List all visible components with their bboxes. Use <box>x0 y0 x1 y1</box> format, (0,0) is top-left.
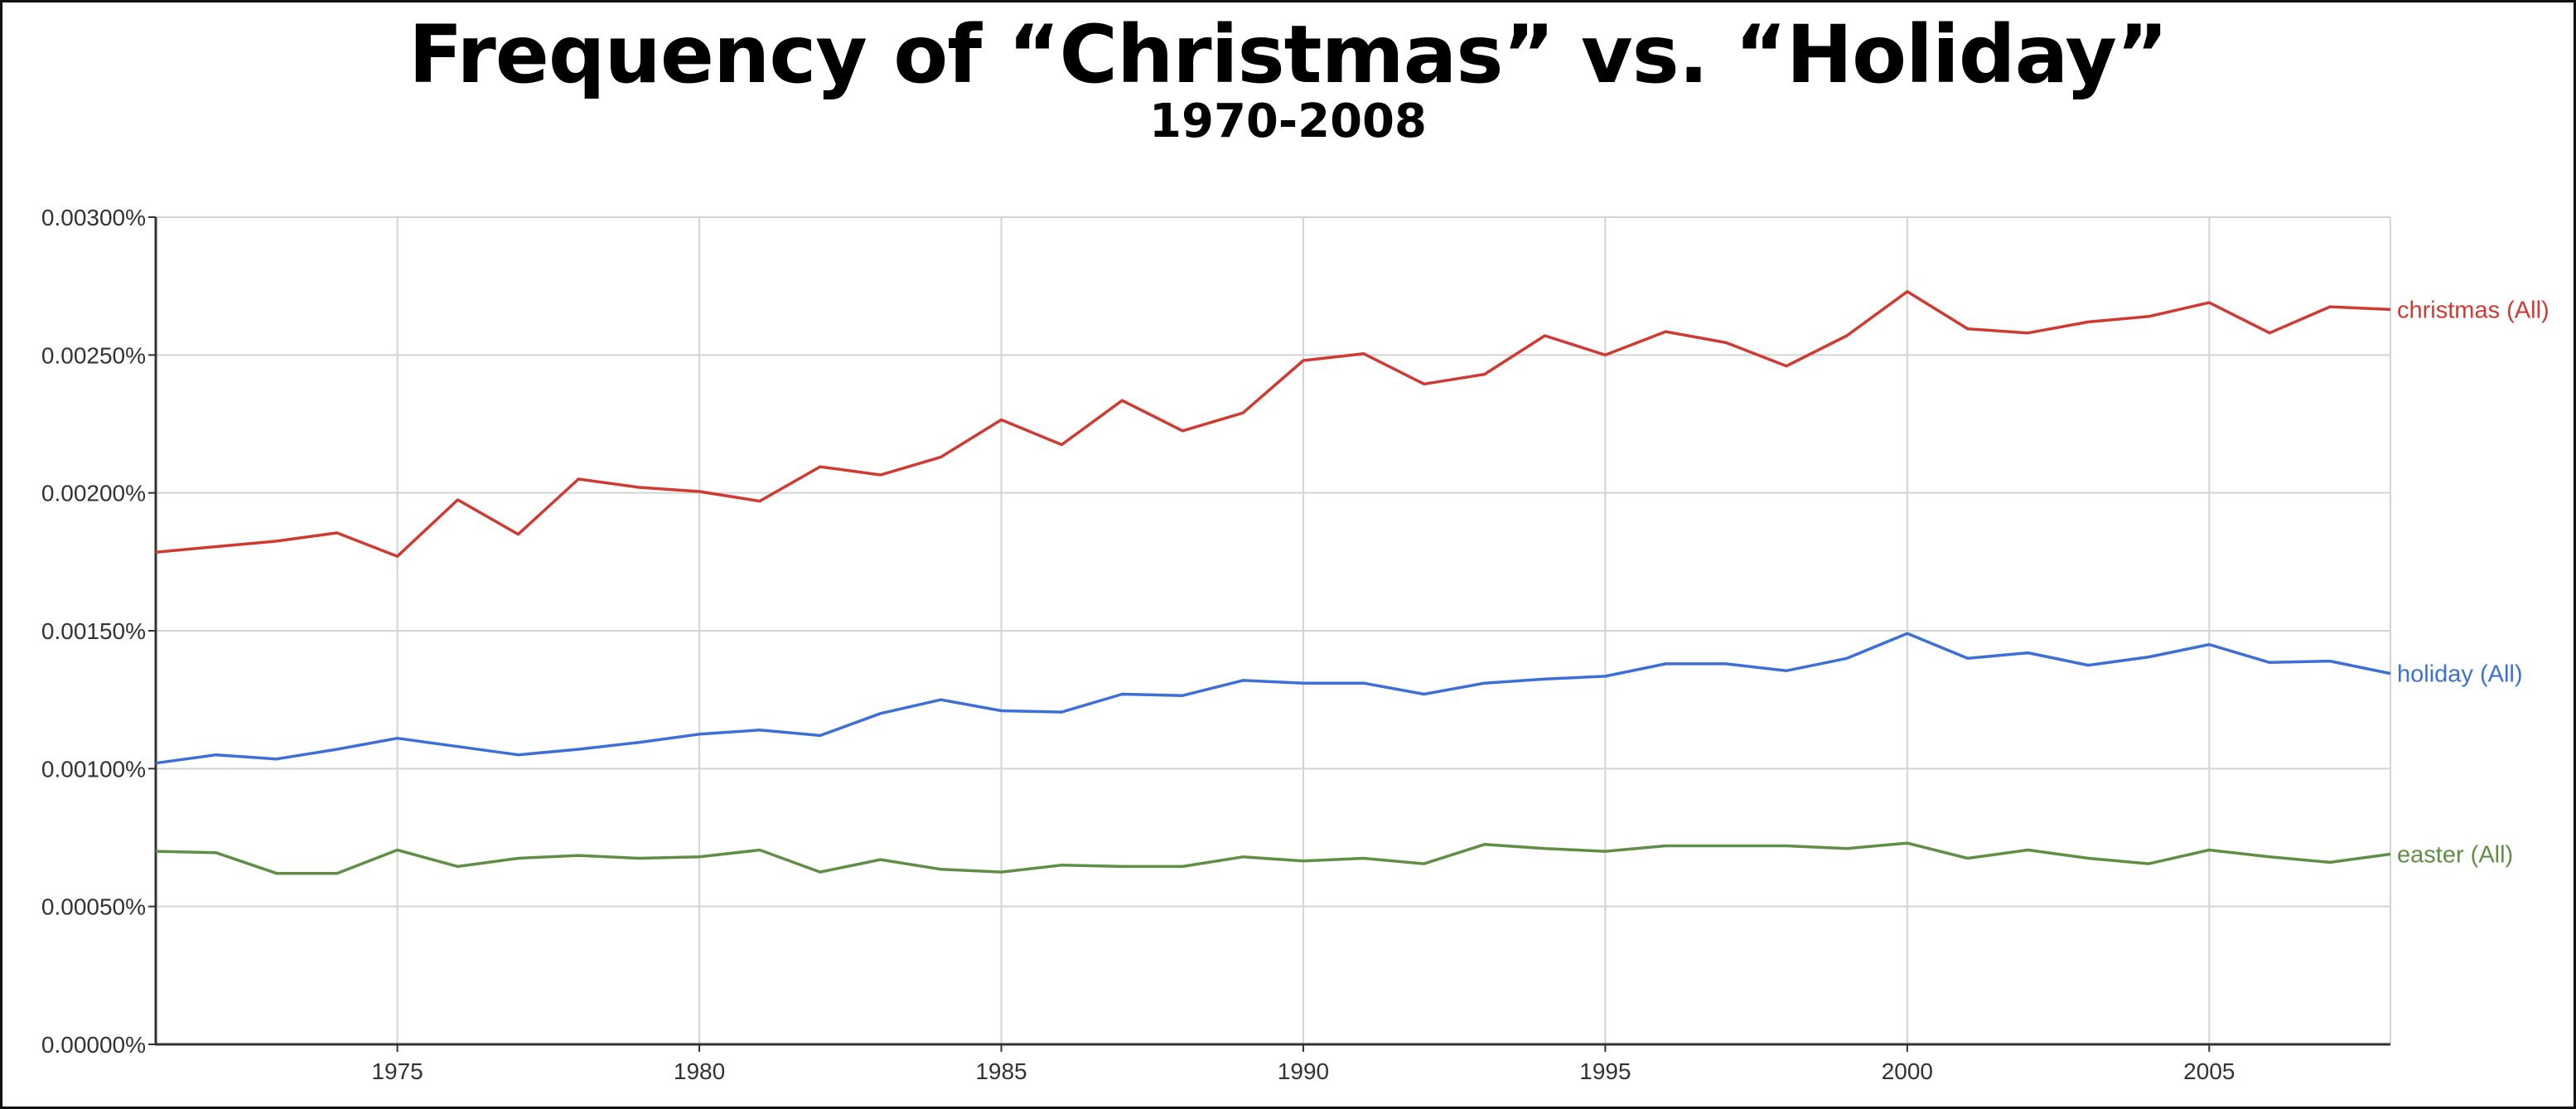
y-tick-label: 0.00000% <box>41 1032 146 1058</box>
series-lines <box>155 290 2391 875</box>
series-labels: christmas (All) holiday (All) easter (All) <box>2397 297 2549 868</box>
y-tick-label: 0.00050% <box>41 894 146 920</box>
axes <box>148 216 2390 1052</box>
series-line <box>155 632 2391 765</box>
series-line <box>155 290 2391 558</box>
tick-labels: 0.00000% 0.00050% 0.00100% 0.00150% 0.00200%… <box>41 205 2235 1084</box>
y-tick-label: 0.00300% <box>41 205 146 230</box>
x-tick-label: 1985 <box>975 1058 1027 1084</box>
series-label: easter (All) <box>2397 841 2513 868</box>
y-tick-label: 0.00150% <box>41 618 146 644</box>
y-tick-label: 0.00200% <box>41 481 146 506</box>
y-tick-label: 0.00250% <box>41 342 146 368</box>
chart-title: Frequency of “Christmas” vs. “Holiday” <box>408 8 2168 101</box>
series-line <box>155 841 2391 875</box>
x-tick-label: 1975 <box>371 1058 423 1084</box>
chart-subtitle: 1970-2008 <box>1149 94 1427 148</box>
grid-lines <box>156 216 2391 1044</box>
x-tick-label: 1995 <box>1579 1058 1631 1084</box>
x-tick-label: 2000 <box>1882 1058 1933 1084</box>
series-label: christmas (All) <box>2397 297 2549 323</box>
x-tick-label: 1980 <box>674 1058 725 1084</box>
x-tick-label: 2005 <box>2183 1058 2235 1084</box>
series-label: holiday (All) <box>2397 661 2523 688</box>
y-tick-label: 0.00100% <box>41 756 146 782</box>
x-tick-label: 1990 <box>1278 1058 1329 1084</box>
